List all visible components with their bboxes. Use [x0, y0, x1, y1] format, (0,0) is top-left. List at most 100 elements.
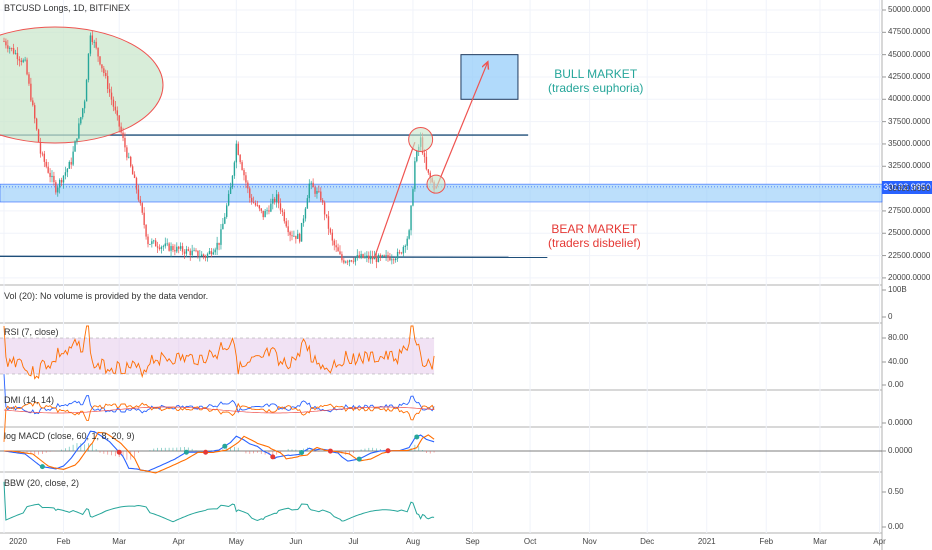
price-tick-label: 25000.0000: [888, 228, 931, 238]
candle-body: [220, 229, 222, 245]
macd-cross-dot: [299, 450, 305, 456]
pane-tick-label: 0.00: [888, 522, 904, 531]
candle-body: [387, 255, 389, 258]
axes: [882, 9, 886, 528]
candle-body: [302, 218, 305, 223]
candle-body: [139, 199, 142, 204]
candle-body: [266, 210, 268, 212]
candle-body: [28, 74, 30, 84]
candle-body: [274, 198, 276, 203]
bull-market-annotation: BULL MARKET (traders euphoria): [548, 67, 643, 95]
candle-body: [233, 162, 236, 176]
price-zones: [0, 26, 883, 259]
macd-pane-label: log MACD (close, 60, 1, 8, 20, 9): [4, 431, 135, 441]
candle-body: [216, 242, 218, 250]
x-tick-label: Feb: [56, 537, 71, 546]
candle-body: [106, 75, 109, 89]
x-tick-label: May: [228, 537, 244, 546]
candle-body: [32, 100, 34, 106]
candle-body: [249, 188, 251, 198]
candle-body: [312, 182, 314, 188]
candle-body: [293, 235, 295, 237]
rally-arrow-line: [373, 141, 416, 258]
candle-body: [105, 72, 107, 76]
last-price-tag[interactable]: 30192.9850: [882, 181, 932, 194]
candle-body: [202, 254, 205, 257]
candle-body: [377, 255, 380, 263]
candle-body: [337, 247, 339, 252]
candle-body: [331, 232, 334, 241]
price-tick-label: 30000.0000: [888, 183, 931, 193]
candle-body: [118, 115, 120, 127]
candle-body: [408, 230, 410, 239]
candle-body: [58, 179, 61, 188]
candle-body: [133, 174, 136, 178]
candle-body: [218, 242, 220, 245]
candle-body: [358, 255, 360, 258]
candle-body: [366, 255, 368, 257]
candle-series: [3, 30, 435, 269]
candle-body: [176, 246, 178, 252]
candle-body: [341, 254, 343, 261]
dmi-plus-line: [3, 374, 435, 415]
candle-body: [229, 187, 232, 194]
candle-body: [224, 216, 226, 224]
candle-body: [62, 175, 65, 183]
candle-body: [124, 137, 126, 148]
candle-body: [237, 143, 239, 155]
pane-tick-label: 80.00: [888, 333, 909, 342]
candle-body: [39, 142, 42, 154]
candle-body: [222, 223, 224, 230]
candle-body: [120, 126, 122, 133]
target-box: [460, 54, 519, 100]
candle-body: [410, 205, 412, 231]
x-tick-label: Oct: [523, 537, 537, 546]
price-tick-label: 42500.0000: [888, 71, 931, 81]
candle-body: [30, 83, 32, 101]
candle-body: [429, 172, 431, 179]
price-tick-label: 50000.0000: [888, 5, 931, 14]
candle-body: [318, 190, 320, 192]
support-line: [0, 255, 548, 259]
candle-body: [333, 240, 335, 246]
candle-body: [394, 258, 397, 261]
candle-body: [143, 212, 145, 225]
candle-body: [243, 170, 245, 176]
candle-body: [97, 47, 99, 57]
macd-cross-dot: [270, 454, 276, 460]
candle-body: [277, 194, 280, 204]
macd-cross-dot: [222, 443, 228, 449]
candle-body: [183, 251, 186, 254]
candle-body: [22, 60, 24, 63]
candle-body: [204, 256, 207, 259]
pane-tick-label: 40.00: [888, 357, 909, 366]
candle-body: [354, 258, 357, 262]
candle-body: [199, 256, 201, 257]
candle-body: [391, 259, 393, 261]
candle-body: [364, 256, 366, 258]
macd-cross-dot: [39, 464, 45, 470]
candle-body: [135, 177, 138, 190]
candle-body: [149, 244, 151, 245]
candle-body: [298, 233, 301, 242]
candle-body: [352, 261, 355, 263]
x-tick-label: 2021: [697, 537, 716, 546]
candle-body: [93, 41, 95, 43]
price-tick-label: 35000.0000: [888, 138, 931, 148]
candle-body: [239, 154, 241, 163]
candle-body: [396, 251, 399, 259]
candle-body: [116, 110, 118, 116]
candle-body: [329, 228, 332, 233]
candle-body: [214, 249, 216, 253]
candle-body: [335, 245, 337, 248]
candle-body: [126, 147, 128, 158]
euphoria-ellipse: [0, 26, 164, 144]
candle-body: [112, 99, 115, 107]
candle-body: [7, 45, 9, 49]
candle-body: [95, 41, 97, 48]
candle-body: [281, 210, 284, 213]
candle-body: [423, 153, 426, 157]
candle-body: [212, 252, 214, 255]
candle-body: [275, 194, 278, 203]
candle-body: [404, 245, 406, 247]
